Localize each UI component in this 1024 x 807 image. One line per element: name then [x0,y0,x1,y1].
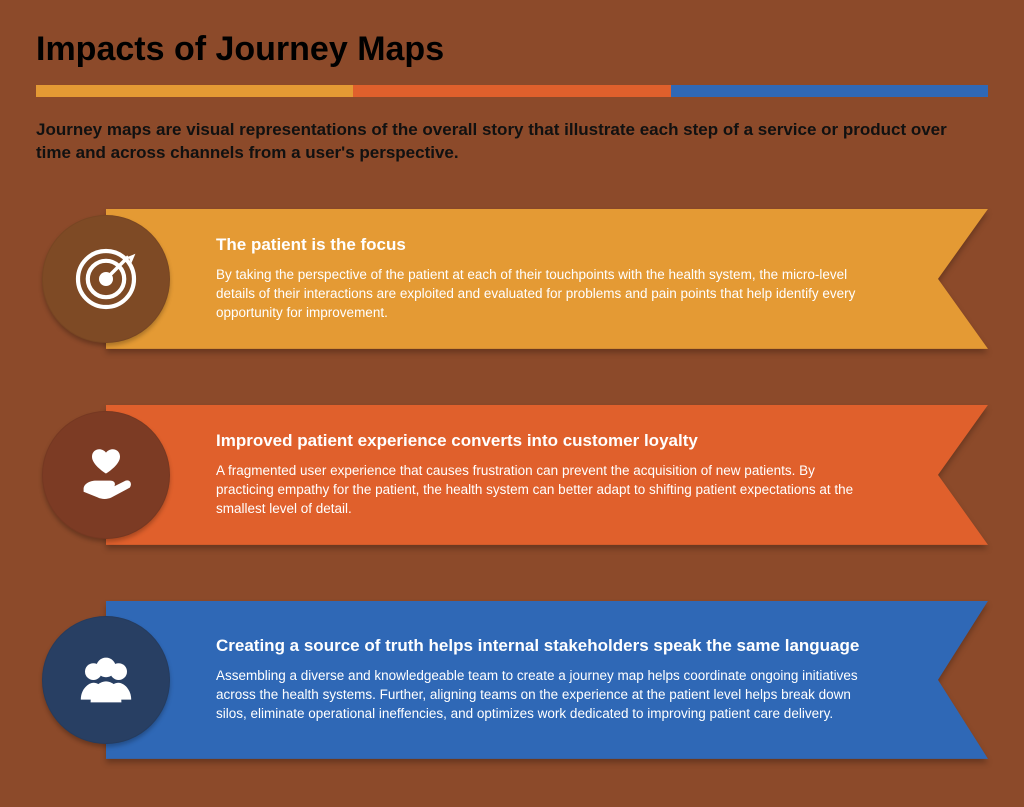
icon-circle [42,411,170,539]
banner-body: A fragmented user experience that causes… [216,461,876,518]
banner-title: Creating a source of truth helps interna… [216,636,908,656]
page-title: Impacts of Journey Maps [36,30,988,69]
banner-patient-focus: The patient is the focus By taking the p… [36,209,988,349]
icon-circle [42,215,170,343]
ribbon: Improved patient experience converts int… [106,405,988,545]
ribbon: The patient is the focus By taking the p… [106,209,988,349]
people-icon [71,645,141,715]
ribbon: Creating a source of truth helps interna… [106,601,988,759]
color-bar-segment [671,85,988,97]
hand-heart-icon [71,440,141,510]
banner-title: The patient is the focus [216,235,908,255]
banner-loyalty: Improved patient experience converts int… [36,405,988,545]
color-bar [36,85,988,97]
banner-source-truth: Creating a source of truth helps interna… [36,601,988,759]
banner-body: Assembling a diverse and knowledgeable t… [216,666,876,723]
target-icon [71,244,141,314]
color-bar-segment [36,85,353,97]
intro-text: Journey maps are visual representations … [36,119,956,165]
banner-title: Improved patient experience converts int… [216,431,908,451]
banner-body: By taking the perspective of the patient… [216,265,876,322]
icon-circle [42,616,170,744]
color-bar-segment [353,85,670,97]
